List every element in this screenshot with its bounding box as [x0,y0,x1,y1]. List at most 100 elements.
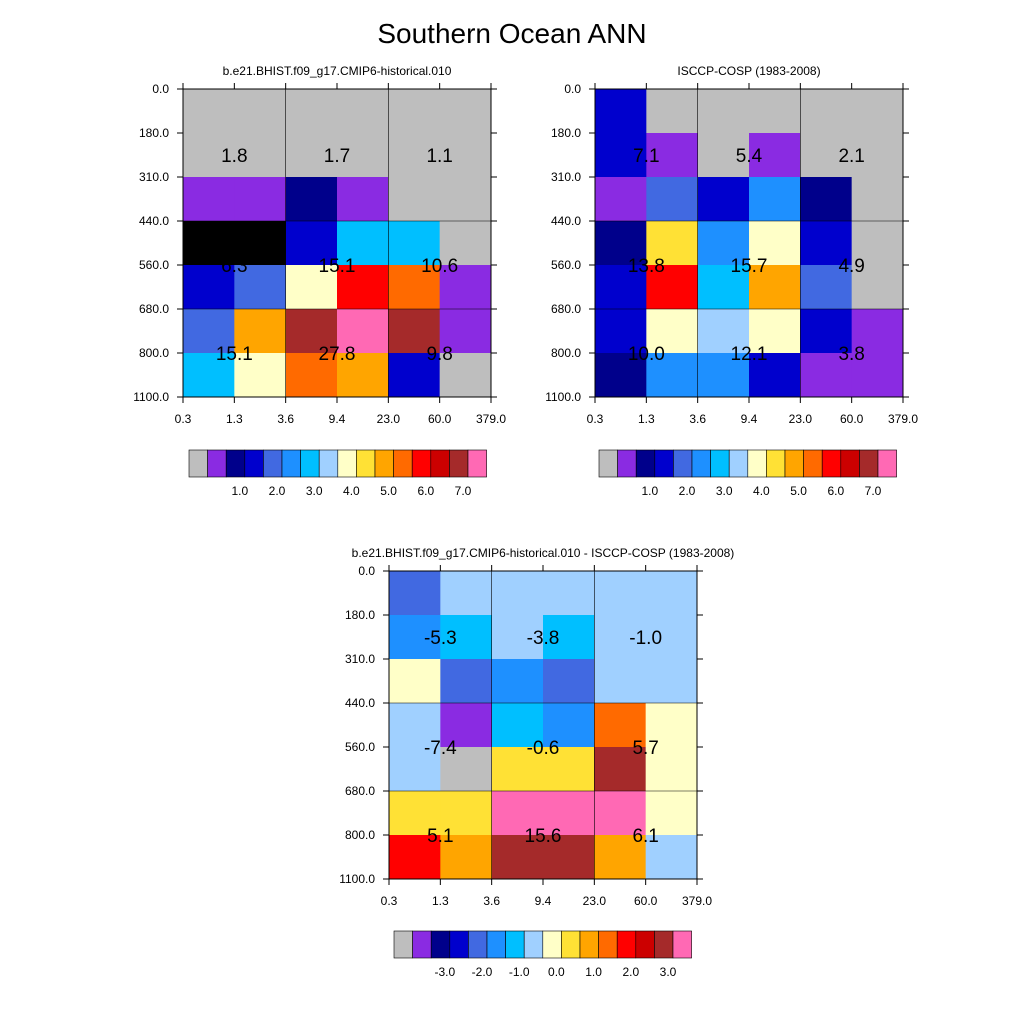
colorbar-box [821,449,842,478]
heatmap-cell [645,571,698,616]
y-tick-label: 680.0 [345,784,375,798]
colorbar-box [412,930,432,959]
cell-annotation: 7.1 [633,146,659,167]
panel-title: ISCCP-COSP (1983-2008) [677,64,820,78]
y-tick-label: 1100.0 [133,390,169,404]
heatmap-cell [337,265,389,310]
heatmap-cell [594,835,647,880]
heatmap-cell [491,835,544,880]
heatmap-cell [749,353,801,398]
y-tick-label: 800.0 [139,346,169,360]
cell-annotation: 1.7 [324,146,350,167]
x-tick-label: 0.3 [587,412,604,426]
heatmap-cell [645,835,698,880]
x-tick-label: 23.0 [583,894,607,908]
heatmap-cell [595,221,647,266]
colorbar-label: 2.0 [269,484,286,498]
colorbar-box [356,449,376,478]
heatmap-cell [646,265,699,310]
heatmap-cell [337,133,389,178]
heatmap-cell [543,747,595,792]
heatmap-cell [183,221,235,266]
y-tick-label: 560.0 [551,258,581,272]
heatmap-cell [645,791,698,836]
cell-annotation: 15.1 [216,344,253,365]
colorbar-label: 6.0 [417,484,434,498]
heatmap-cell [543,791,595,836]
y-tick-label: 800.0 [551,346,581,360]
heatmap-cell [285,353,338,398]
heatmap-cell [543,659,595,704]
cell-annotation: 15.6 [525,826,562,847]
heatmap-cell [234,221,287,266]
colorbar-box [225,449,246,478]
colorbar-box [393,930,413,959]
colorbar-label: 5.0 [790,484,807,498]
heatmap-cell [800,265,853,310]
x-tick-label: 1.3 [638,412,655,426]
colorbar-box [635,930,655,959]
heatmap-cell [543,703,595,748]
colorbar-label: 1.0 [585,965,602,979]
cell-annotation: 3.8 [838,344,864,365]
heatmap-cell [697,177,750,222]
cell-annotation: -1.0 [629,628,662,649]
heatmap-cell [440,615,493,660]
colorbar-box [467,449,487,478]
heatmap-cell [234,89,287,134]
heatmap-cell [646,89,699,134]
cell-annotation: 9.8 [426,344,452,365]
heatmap-cell [543,571,595,616]
heatmap-cell [645,703,698,748]
y-tick-label: 180.0 [551,126,581,140]
colorbar-box [654,930,674,959]
heatmap-cell [491,791,544,836]
colorbar-box [766,449,786,478]
heatmap-cell [749,221,801,266]
heatmap-cell [234,309,287,354]
colorbar-box [579,930,599,959]
heatmap-cell [183,353,235,398]
heatmap-cell [440,571,493,616]
heatmap-cell [337,221,389,266]
heatmap-cell [800,309,853,354]
colorbar-label: 3.0 [306,484,323,498]
heatmap-cell [440,659,493,704]
heatmap-cell [645,659,698,704]
y-tick-label: 560.0 [139,258,169,272]
y-tick-label: 680.0 [551,302,581,316]
heatmap-cell [439,265,492,310]
heatmap-cell [388,309,441,354]
cell-annotation: 5.7 [632,738,658,759]
cell-annotation: 15.1 [319,256,356,277]
y-tick-label: 800.0 [345,828,375,842]
x-tick-label: 1.3 [226,412,243,426]
heatmap-cell [646,133,699,178]
heatmap-cell [389,571,441,616]
cell-annotation: 4.9 [838,256,864,277]
heatmap-cell [337,89,389,134]
cell-annotation: 1.8 [221,146,247,167]
colorbar-box [449,449,469,478]
heatmap-cell [594,571,647,616]
heatmap-cell [595,133,647,178]
colorbar-box [374,449,394,478]
heatmap-cell [594,791,647,836]
heatmap-cell [646,353,699,398]
heatmap-cell [439,309,492,354]
heatmap-cell [285,221,338,266]
colorbar-box [300,449,320,478]
heatmap-cell [749,89,801,134]
heatmap-cell [697,353,750,398]
y-tick-label: 440.0 [139,214,169,228]
heatmap-cell [234,353,287,398]
heatmap-cell [337,177,389,222]
heatmap-cell [646,177,699,222]
y-tick-label: 680.0 [139,302,169,316]
heatmap-cell [645,615,698,660]
x-tick-label: 23.0 [377,412,401,426]
cell-annotation: 12.1 [731,344,768,365]
heatmap-cell [389,747,441,792]
colorbar-box [486,930,506,959]
heatmap-cell [388,177,441,222]
